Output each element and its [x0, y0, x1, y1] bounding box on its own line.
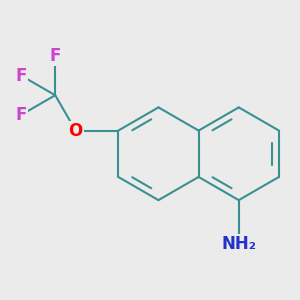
Text: F: F — [15, 106, 27, 124]
Text: NH₂: NH₂ — [221, 235, 256, 253]
Text: O: O — [68, 122, 83, 140]
Text: F: F — [50, 47, 61, 65]
Text: F: F — [15, 67, 27, 85]
